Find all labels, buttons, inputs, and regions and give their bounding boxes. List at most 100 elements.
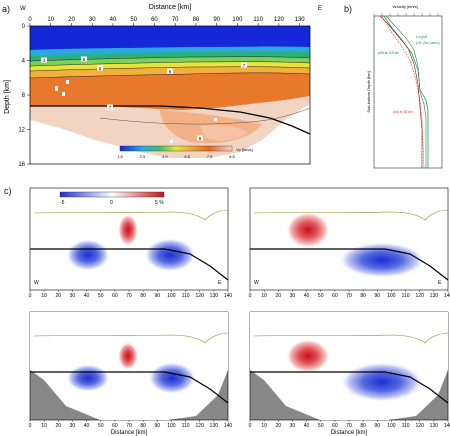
panel-b-legend-pve: pVe (Ste saints) (416, 41, 440, 45)
panel-c-x-tick-label: 70 (346, 293, 352, 299)
panel-c-x-tick-label: 40 (84, 293, 90, 299)
panel-c-x-tick-label: 40 (304, 423, 310, 429)
panel-c-x-tick-label: 110 (402, 293, 410, 299)
panel-a-x-tick-label: 50 (130, 17, 137, 23)
panel-a-x-tick-label: 100 (232, 17, 243, 23)
panel-c-x-tick-label: 130 (430, 293, 439, 299)
panel-c-bottom-left: 0 10 20 30 40 50 60 70 80 90 100 110 120 130 140 Dista… (29, 311, 233, 436)
panel-a-model-image (30, 26, 310, 158)
panel-c-x-tick-label: 90 (375, 293, 381, 299)
panel-a-direction-east: E (318, 6, 322, 12)
panel-c-x-tick-label: 30 (70, 423, 76, 429)
panel-c-x-tick-label: 80 (140, 293, 146, 299)
panel-a-contour-label-box (241, 62, 247, 68)
panel-a-contour-label-box (107, 104, 113, 110)
panel-a-colorbar-unit: Vp [km/s] (236, 147, 253, 152)
panel-c-x-tick-label: 40 (304, 293, 310, 299)
panel-c-x-tick-label: 40 (84, 423, 90, 429)
panel-c-x-tick-label: 10 (41, 293, 47, 299)
panel-c-x-tick-label: 90 (155, 423, 161, 429)
panel-c-x-tick-label: 130 (430, 423, 439, 429)
panel-a-x-tick-label: 130 (295, 17, 306, 23)
panel-c-x-tick-label: 100 (387, 423, 396, 429)
panel-c-colorbar-tick-neg: -5 (60, 200, 65, 206)
panel-c-x-tick-label: 60 (332, 293, 338, 299)
panel-c-x-tick-label: 80 (360, 293, 366, 299)
panel-c-x-tick-label: 120 (416, 423, 425, 429)
panel-a-x-ticks: 0 10 20 30 40 50 60 70 80 90 100 110 120 130 (28, 17, 305, 26)
panel-b-legend-leg98: Leg98 (416, 34, 428, 39)
panel-c-colorbar-tick-pos: 5 % (155, 200, 164, 206)
panel-c-x-tick-label: 110 (402, 423, 410, 429)
panel-a-contour-label: 5 (99, 66, 102, 71)
panel-a-x-tick-label: 120 (274, 17, 285, 23)
panel-c-x-tick-label: 120 (416, 293, 425, 299)
panel-a-colorbar-tick: 1.5 (117, 154, 123, 159)
panel-c-x-tick-label: 60 (112, 293, 118, 299)
panel-c-colorbar-tick-zero: 0 (110, 200, 113, 206)
panel-c-x-tick-label: 0 (29, 293, 32, 299)
panel-a-y-tick-label: 8 (22, 93, 26, 99)
panel-a-x-tick-label: 70 (172, 17, 179, 23)
panel-c-tl-west: W (34, 280, 39, 286)
panel-c-tr-west: W (254, 280, 259, 286)
panel-a-x-axis-label: Distance [km] (149, 4, 191, 11)
panel-a-contour-label: 7 (243, 63, 246, 68)
panel-c-x-tick-label: 30 (290, 423, 296, 429)
panel-c-x-tick-label: 50 (318, 293, 324, 299)
panel-b-velocity-profiles: Velocity [km/s] Sub-bottom Depth [km] Le… (366, 4, 443, 169)
panel-c-x-tick-label: 0 (249, 293, 252, 299)
panel-a-x-tick-label: 80 (193, 17, 200, 23)
panel-b-legend-p98: p98 at 115 km (378, 51, 399, 55)
panel-a-contour-label: 6 (83, 57, 86, 62)
panel-c-x-tick-label: 90 (375, 423, 381, 429)
panel-a-x-tick-label: 10 (47, 17, 54, 23)
panel-c-x-tick-label: 140 (224, 423, 233, 429)
panel-b-x-axis-label: Velocity [km/s] (392, 4, 418, 9)
panel-c-bl-x-axis-label: Distance [km] (111, 430, 148, 436)
panel-c-x-tick-label: 50 (98, 423, 104, 429)
panel-c-x-tick-label: 0 (249, 423, 252, 429)
panel-a-colorbar-tick: 8.5 (229, 154, 235, 159)
panel-c-x-tick-label: 110 (182, 423, 190, 429)
panel-a-y-axis-label: Depth [km] (4, 80, 11, 114)
panel-c-x-tick-label: 100 (167, 293, 176, 299)
panel-c-anomaly-tests: -5 0 5 % W E 0 10 20 30 40 50 60 70 80 90 100 110 12… (29, 187, 450, 436)
panel-a-x-tick-label: 110 (253, 17, 263, 23)
panel-a-x-tick-label: 40 (110, 17, 117, 23)
panel-c-top-right: W E 0 10 20 30 40 50 60 70 80 90 100 110 120 130 140 (249, 187, 450, 299)
panel-b-y-axis-label: Sub-bottom Depth [km] (366, 71, 371, 112)
panel-c-x-tick-label: 30 (290, 293, 296, 299)
panel-c-x-tick-label: 110 (182, 293, 190, 299)
panel-c-x-tick-label: 100 (167, 423, 176, 429)
panel-c-x-tick-label: 130 (210, 293, 219, 299)
panel-a-velocity-model: W E Distance [km] 0 10 20 30 40 50 60 70 80 90 100… (4, 4, 322, 168)
panel-a-colorbar-tick: 4.0 (162, 154, 168, 159)
panel-c-x-tick-label: 50 (318, 423, 324, 429)
panel-c-x-tick-label: 10 (261, 293, 267, 299)
panel-c-x-tick-label: 140 (224, 293, 233, 299)
panel-a-contour-label-box (197, 135, 203, 141)
panel-a-contour-labels: 4 6 5 6 7 7 8 (41, 56, 247, 141)
panel-a-x-tick-label: 60 (151, 17, 158, 23)
panel-c-x-tick-label: 90 (155, 293, 161, 299)
panel-c-top-left: -5 0 5 % W E 0 10 20 30 40 50 60 70 80 90 100 110 12… (29, 187, 233, 299)
panel-c-x-tick-label: 70 (126, 293, 132, 299)
panel-a-contour-label-box (97, 65, 103, 71)
panel-a-y-tick-label: 4 (22, 59, 26, 65)
panel-a-label: a) (2, 4, 11, 14)
panel-c-x-tick-label: 10 (261, 423, 267, 429)
panel-c-x-tick-label: 70 (126, 423, 132, 429)
panel-a-contour-label: 4 (43, 58, 46, 63)
panel-c-x-tick-label: 30 (70, 293, 76, 299)
panel-a-direction-west: W (20, 6, 26, 12)
panel-c-x-tick-label: 60 (332, 423, 338, 429)
panel-a-x-tick-label: 30 (89, 17, 96, 23)
panel-a-contour-label-box (41, 57, 47, 63)
panel-a-colorbar-tick: 5.5 (184, 154, 190, 159)
panel-a-contour-label: 7 (109, 105, 112, 110)
panel-c-br-x-axis-label: Distance [km] (331, 430, 368, 436)
panel-a-y-tick-label: 0 (22, 24, 26, 30)
panel-a-contour-label-box (81, 56, 87, 62)
panel-c-x-tick-label: 50 (98, 293, 104, 299)
